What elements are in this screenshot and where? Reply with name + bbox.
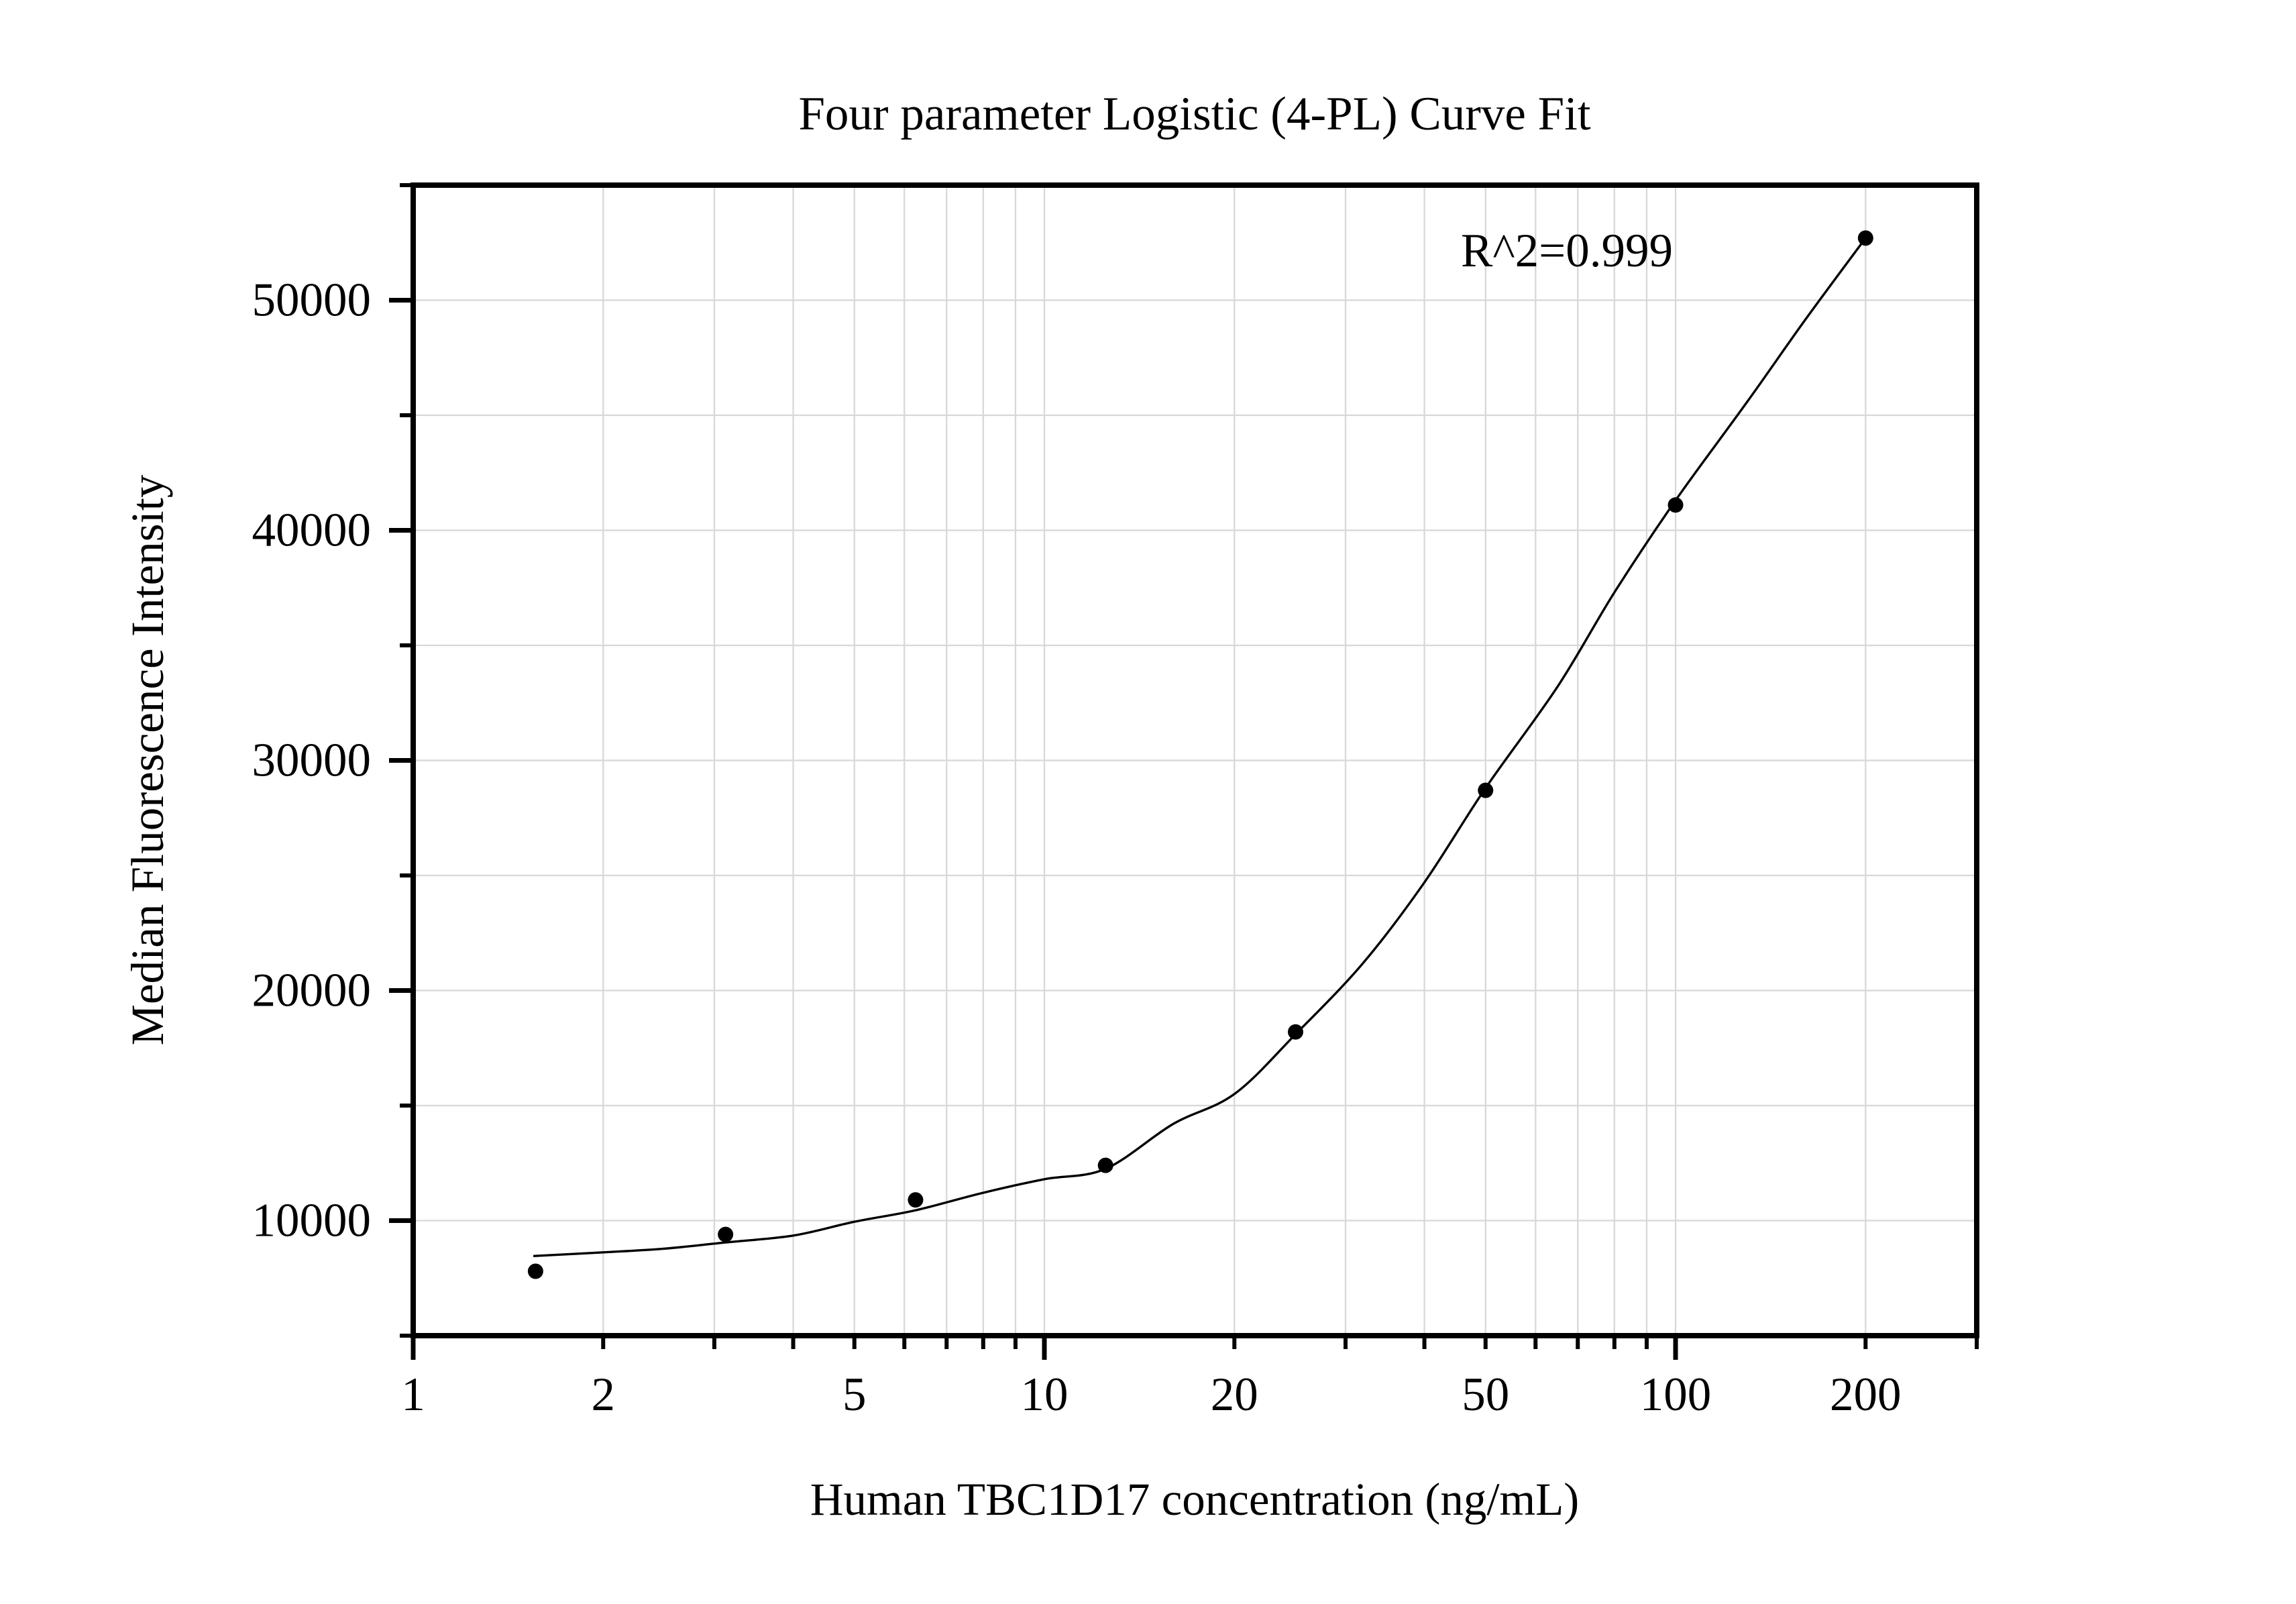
data-point — [1857, 230, 1873, 246]
data-point — [1287, 1024, 1303, 1040]
x-tick-label: 20 — [1211, 1369, 1258, 1421]
y-tick-label: 50000 — [252, 274, 372, 327]
y-tick-label: 30000 — [252, 735, 372, 787]
y-axis-label: Median Fluorescence Intensity — [122, 474, 173, 1045]
data-point — [1097, 1157, 1113, 1173]
data-series — [527, 230, 1873, 1279]
data-point — [1478, 782, 1494, 798]
axis-ticks — [389, 183, 1979, 1360]
x-tick-label: 50 — [1462, 1369, 1509, 1421]
y-tick-label: 40000 — [252, 504, 372, 557]
gridlines — [413, 185, 1977, 1336]
data-point — [718, 1226, 734, 1242]
data-point — [527, 1263, 543, 1279]
tick-labels: 1 2 5 10 20 50 100 200 10000 20000 30000 40000 50000 — [252, 274, 1902, 1422]
chart-title: Four parameter Logistic (4-PL) Curve Fit — [798, 88, 1590, 140]
x-tick-label: 5 — [842, 1369, 867, 1421]
x-tick-label: 10 — [1021, 1369, 1069, 1421]
y-tick-label: 20000 — [252, 965, 372, 1017]
data-point — [908, 1192, 924, 1208]
x-tick-label: 2 — [592, 1369, 616, 1421]
x-tick-label: 1 — [401, 1369, 425, 1421]
x-axis-label: Human TBC1D17 concentration (ng/mL) — [810, 1474, 1580, 1525]
fit-curve — [533, 237, 1867, 1257]
r-squared-annotation: R^2=0.999 — [1461, 225, 1673, 277]
x-tick-label: 100 — [1640, 1369, 1712, 1421]
y-tick-label: 10000 — [252, 1195, 372, 1247]
x-tick-label: 200 — [1830, 1369, 1902, 1421]
data-point — [1668, 497, 1684, 513]
